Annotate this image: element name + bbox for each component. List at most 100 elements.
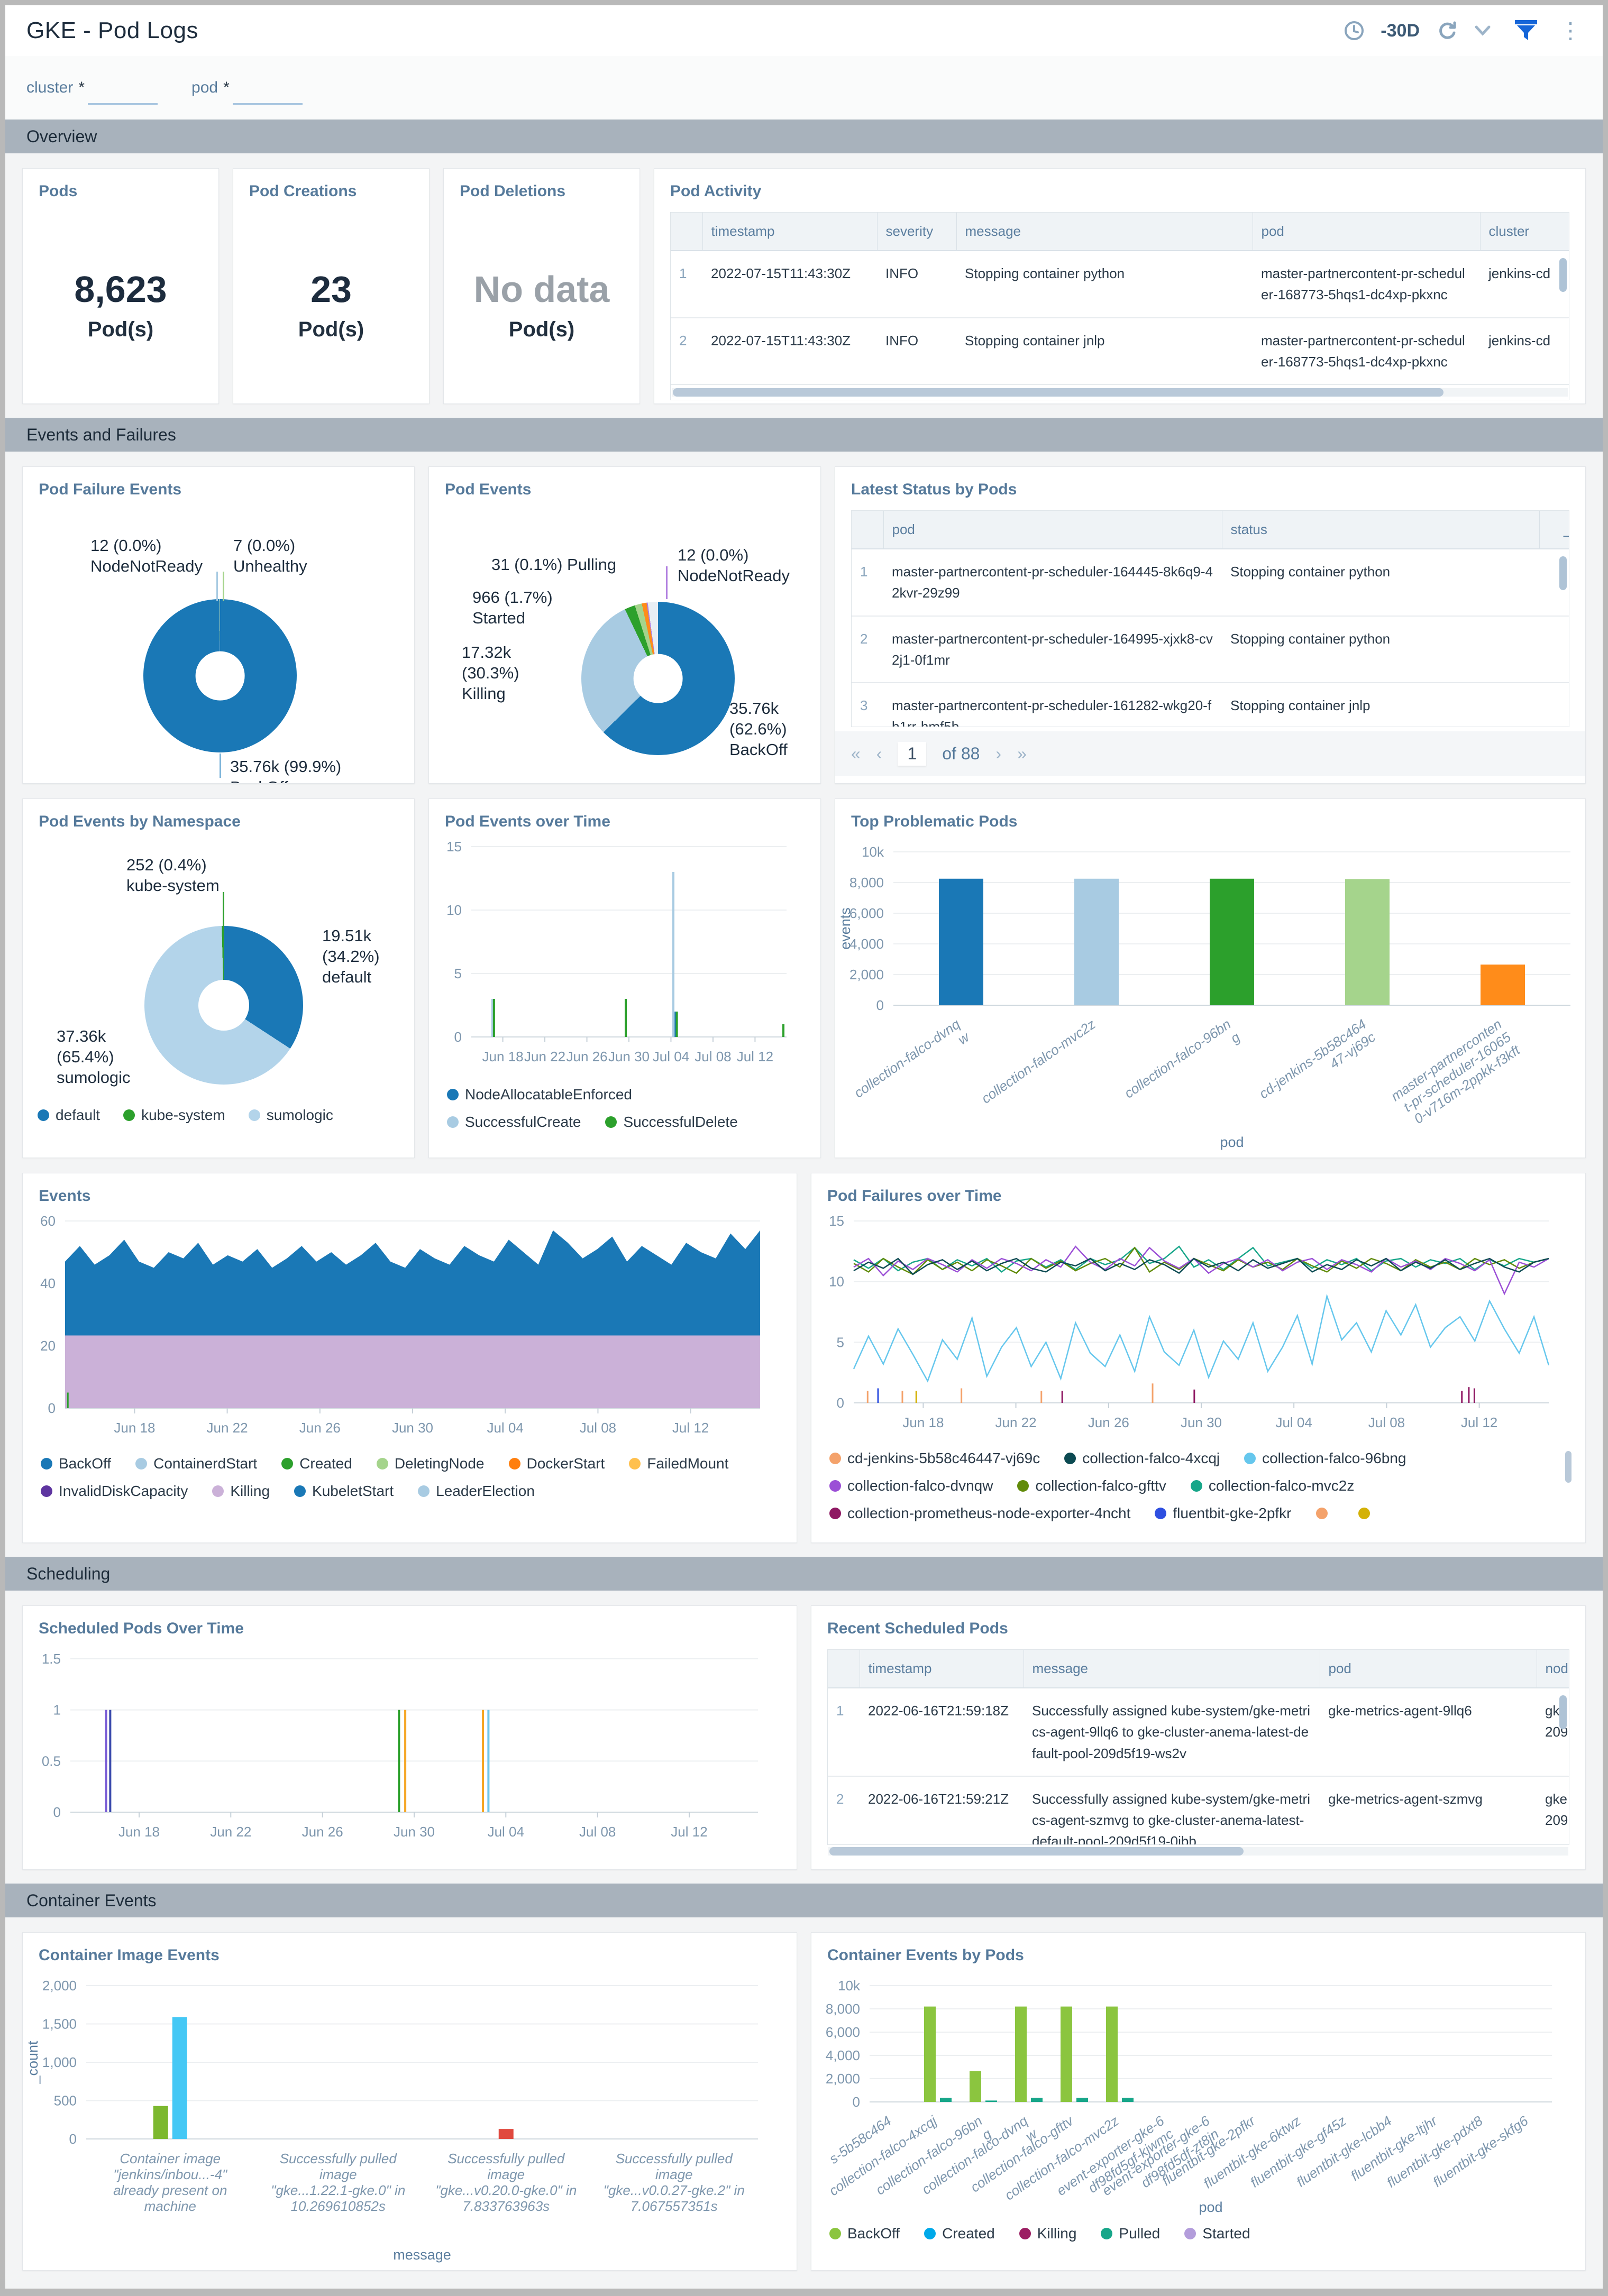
legend-item[interactable]: collection-falco-gfttv xyxy=(1017,1477,1166,1494)
table-row[interactable]: 3 master-partnercontent-pr-scheduler-1612… xyxy=(852,683,1569,727)
legend-item[interactable]: Pulled xyxy=(1101,2225,1160,2242)
horizontal-scrollbar[interactable] xyxy=(672,388,1568,397)
namespace-donut[interactable] xyxy=(144,926,303,1085)
table-row[interactable]: 2 2022-07-15T11:43:30Z INFO Stopping contai… xyxy=(671,317,1569,385)
column-header[interactable]: pod xyxy=(883,511,1222,549)
svg-text:0: 0 xyxy=(53,1804,61,1820)
legend-scrollbar[interactable] xyxy=(1565,1451,1572,1483)
vertical-scrollbar[interactable] xyxy=(1559,1695,1567,1729)
donut-callout: 252 (0.4%) kube-system xyxy=(126,856,220,895)
legend-item[interactable]: fluentbit-gke-2pfkr xyxy=(1155,1505,1292,1522)
legend-item[interactable]: Killing xyxy=(1019,2225,1076,2242)
column-header[interactable]: cluster xyxy=(1479,213,1569,251)
legend-item[interactable]: NodeAllocatableEnforced xyxy=(447,1086,632,1103)
time-range-button[interactable]: -30D xyxy=(1381,20,1420,41)
legend-item[interactable]: collection-falco-dvnqw xyxy=(829,1477,993,1494)
legend-item[interactable]: ContainerdStart xyxy=(135,1455,257,1472)
legend-dot-icon xyxy=(1017,1480,1029,1492)
legend-dot-icon xyxy=(123,1109,135,1121)
legend-item[interactable]: DockerStart xyxy=(508,1455,605,1472)
legend-item[interactable]: cd-jenkins-5b58c46447-vj69c xyxy=(829,1450,1040,1467)
legend-item[interactable]: BackOff xyxy=(41,1455,111,1472)
column-header[interactable]: _count xyxy=(1539,511,1569,549)
column-header[interactable]: node xyxy=(1536,1650,1569,1688)
vertical-scrollbar[interactable] xyxy=(1559,556,1567,590)
legend-dot-icon xyxy=(447,1116,459,1128)
legend-item[interactable]: Created xyxy=(924,2225,995,2242)
legend-item[interactable]: SuccessfulDelete xyxy=(605,1114,738,1131)
row-index: 1 xyxy=(828,1688,860,1777)
pod-filter-input[interactable] xyxy=(232,84,303,105)
horizontal-scrollbar[interactable] xyxy=(828,1847,1568,1856)
column-header[interactable] xyxy=(671,213,702,251)
cluster-filter-input[interactable] xyxy=(88,84,158,105)
legend-label: LeaderElection xyxy=(436,1483,535,1499)
first-page-button[interactable]: « xyxy=(851,744,861,763)
panel-top-problematic-pods: Top Problematic Pods 0 2,000 4,000 6,000 8,0… xyxy=(835,798,1586,1158)
legend-dot-icon xyxy=(212,1485,224,1497)
column-header[interactable]: timestamp xyxy=(859,1650,1024,1688)
column-header[interactable]: pod xyxy=(1319,1650,1537,1688)
column-header[interactable]: status xyxy=(1221,511,1539,549)
svg-text:message: message xyxy=(393,2247,451,2263)
donut-callout: 17.32k (30.3%) Killing xyxy=(462,643,519,703)
table-row[interactable]: 2 2022-06-16T21:59:21Z Successfully assign… xyxy=(828,1776,1569,1844)
prev-page-button[interactable]: ‹ xyxy=(876,744,882,763)
legend-item[interactable]: default xyxy=(38,1107,100,1124)
legend-item[interactable]: collection-prometheus-node-exporter-4nch… xyxy=(829,1505,1130,1522)
table-row[interactable]: 1 2022-07-15T11:43:30Z INFO Stopping contai… xyxy=(671,251,1569,318)
refresh-icon[interactable] xyxy=(1436,20,1459,41)
legend-dot-icon xyxy=(1190,1480,1202,1492)
svg-text:1,500: 1,500 xyxy=(42,2016,77,2032)
column-header[interactable] xyxy=(828,1650,860,1688)
next-page-button[interactable]: › xyxy=(995,744,1002,763)
legend-dot-icon xyxy=(629,1458,641,1470)
column-header[interactable]: pod xyxy=(1252,213,1480,251)
svg-text:500: 500 xyxy=(54,2093,77,2109)
column-header[interactable]: severity xyxy=(876,213,956,251)
legend-item[interactable]: Created xyxy=(281,1455,352,1472)
legend-item[interactable]: KubeletStart xyxy=(294,1483,394,1500)
legend-item[interactable]: Started xyxy=(1184,2225,1250,2242)
svg-text:Container image"jenkins/inbou.: Container image "jenkins/inbou...-4" alrea… xyxy=(113,2151,228,2214)
svg-text:2,000: 2,000 xyxy=(826,2071,860,2087)
chart-legend: BackOff ContainerdStart Created DeletingNod… xyxy=(23,1451,797,1510)
table-row[interactable]: 1 2022-06-16T21:59:18Z Successfully assign… xyxy=(828,1688,1569,1777)
panel-title: Pods xyxy=(39,182,78,200)
legend-item[interactable]: collection-falco-96bng xyxy=(1244,1450,1406,1467)
column-header[interactable]: timestamp xyxy=(702,213,877,251)
legend-item[interactable]: Killing xyxy=(212,1483,270,1500)
legend-item[interactable] xyxy=(1315,1505,1334,1522)
legend-label: Started xyxy=(1202,2225,1250,2242)
table-cell: 2022-07-15T11:43:30Z xyxy=(702,251,877,318)
vertical-scrollbar[interactable] xyxy=(1559,258,1567,292)
filter-icon[interactable] xyxy=(1514,19,1538,42)
pod-failure-events-donut[interactable] xyxy=(143,599,297,752)
legend-item[interactable]: FailedMount xyxy=(629,1455,728,1472)
pod-required-mark: * xyxy=(223,79,230,96)
legend-item[interactable]: SuccessfulCreate xyxy=(447,1114,581,1131)
legend-item[interactable]: LeaderElection xyxy=(418,1483,535,1500)
chevron-down-icon[interactable] xyxy=(1475,25,1491,36)
svg-text:0: 0 xyxy=(454,1029,462,1045)
column-header[interactable]: message xyxy=(956,213,1253,251)
legend-item[interactable]: InvalidDiskCapacity xyxy=(41,1483,188,1500)
legend-label: cd-jenkins-5b58c46447-vj69c xyxy=(847,1450,1040,1466)
column-header[interactable] xyxy=(852,511,883,549)
legend-item[interactable] xyxy=(1358,1505,1376,1522)
legend-item[interactable]: BackOff xyxy=(829,2225,900,2242)
last-page-button[interactable]: » xyxy=(1017,744,1027,763)
table-row[interactable]: 1 master-partnercontent-pr-scheduler-1644… xyxy=(852,549,1569,617)
current-page[interactable]: 1 xyxy=(898,742,927,766)
pod-events-donut[interactable] xyxy=(581,602,735,755)
clock-icon[interactable] xyxy=(1344,20,1365,41)
table-row[interactable]: 2 master-partnercontent-pr-scheduler-1649… xyxy=(852,616,1569,684)
svg-text:10k: 10k xyxy=(862,844,884,860)
legend-item[interactable]: sumologic xyxy=(248,1107,333,1124)
legend-item[interactable]: kube-system xyxy=(123,1107,225,1124)
kebab-menu-icon[interactable]: ⋮ xyxy=(1559,18,1582,43)
column-header[interactable]: message xyxy=(1023,1650,1320,1688)
legend-item[interactable]: collection-falco-mvc2z xyxy=(1190,1477,1354,1494)
legend-item[interactable]: collection-falco-4xcqj xyxy=(1064,1450,1220,1467)
legend-item[interactable]: DeletingNode xyxy=(376,1455,485,1472)
